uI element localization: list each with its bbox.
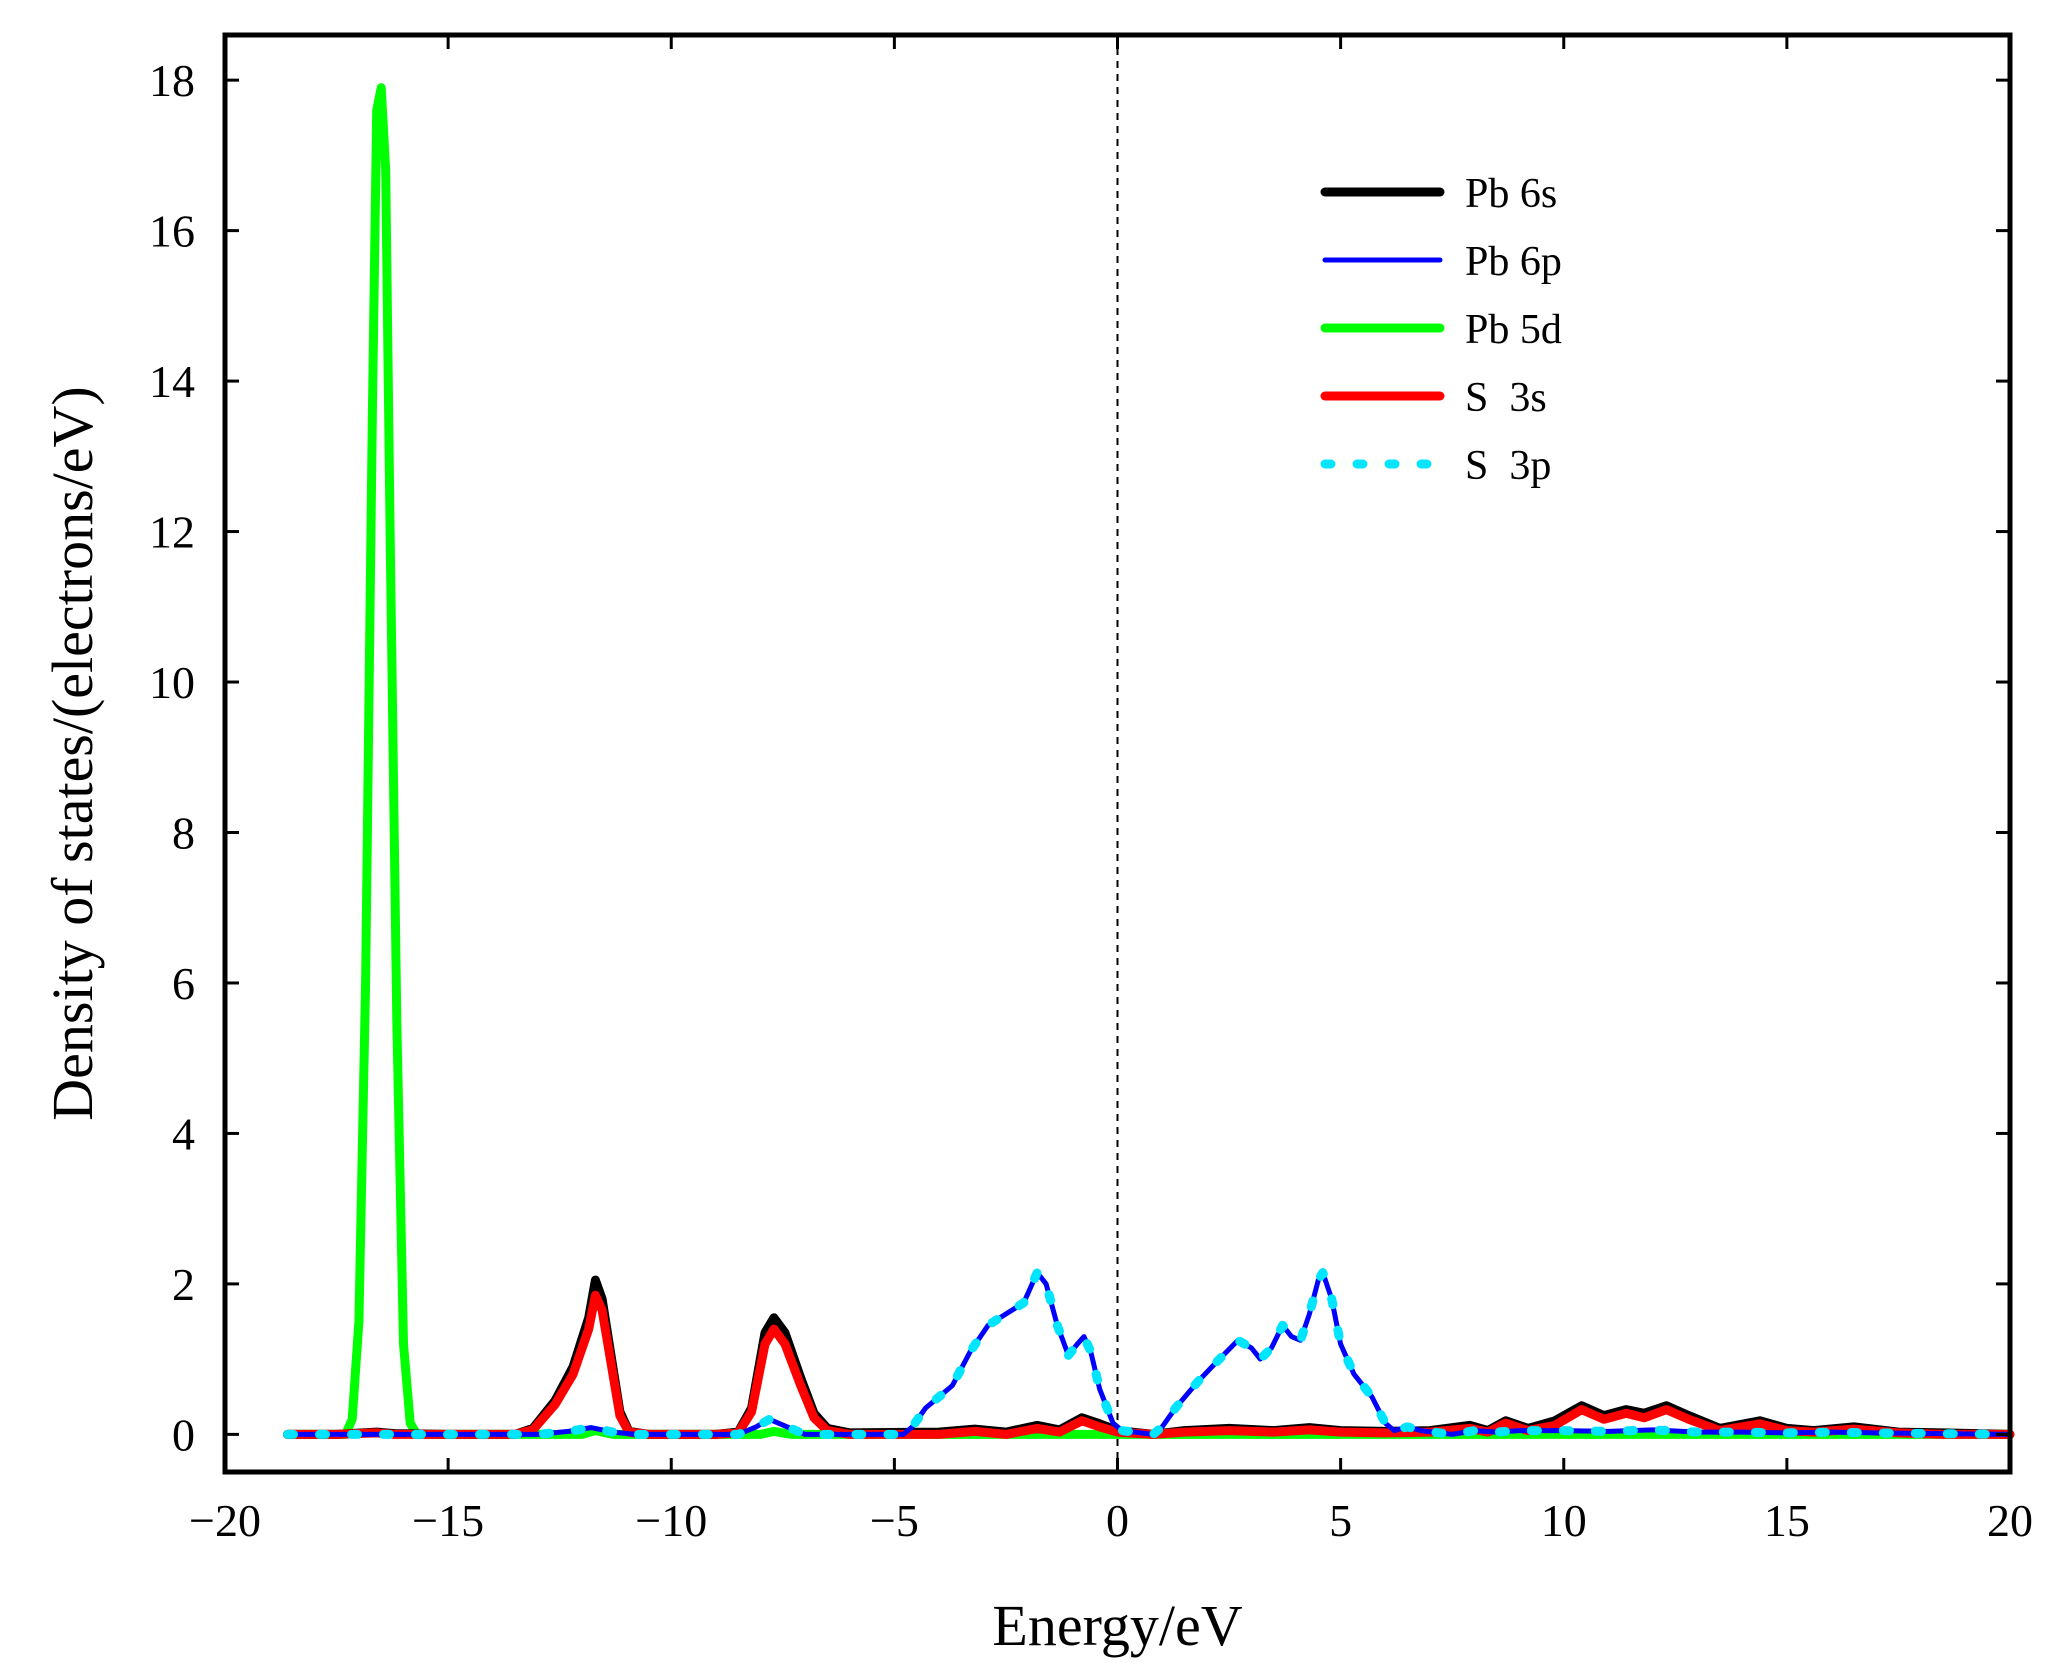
x-tick-label: 5 xyxy=(1329,1495,1352,1546)
legend-label-s-3s: S 3s xyxy=(1465,375,1547,421)
y-tick-label: 18 xyxy=(149,55,195,106)
x-axis-title: Energy/eV xyxy=(992,1593,1242,1658)
legend-label-pb-6p: Pb 6p xyxy=(1465,239,1562,285)
series-line-s-3s xyxy=(283,1290,2015,1439)
x-tick-label: 20 xyxy=(1987,1495,2033,1546)
x-tick-label: 15 xyxy=(1764,1495,1810,1546)
x-tick-label: 10 xyxy=(1541,1495,1587,1546)
x-tick-label: −10 xyxy=(635,1495,707,1546)
y-axis-title: Density of states/(electrons/eV) xyxy=(40,386,105,1120)
y-tick-label: 8 xyxy=(172,807,195,858)
x-tick-label: −15 xyxy=(412,1495,484,1546)
y-tick-label: 6 xyxy=(172,958,195,1009)
y-tick-label: 14 xyxy=(149,356,195,407)
x-tick-label: −20 xyxy=(189,1495,261,1546)
legend-label-pb-5d: Pb 5d xyxy=(1465,307,1562,353)
y-tick-label: 4 xyxy=(172,1108,195,1159)
y-tick-label: 16 xyxy=(149,206,195,257)
x-tick-label: −5 xyxy=(870,1495,919,1546)
y-tick-labels: 0 2 4 6 8 10 12 14 16 18 xyxy=(149,55,195,1460)
y-tick-label: 2 xyxy=(172,1259,195,1310)
y-tick-label: 0 xyxy=(172,1409,195,1460)
legend-label-pb-6s: Pb 6s xyxy=(1465,171,1557,217)
x-tick-labels: −20 −15 −10 −5 0 5 10 15 20 xyxy=(189,1495,2033,1546)
series-line-pb-5d xyxy=(283,83,2015,1439)
legend: Pb 6s Pb 6p Pb 5d S 3s S 3p xyxy=(1320,171,1562,489)
x-tick-label: 0 xyxy=(1106,1495,1129,1546)
series-line-s-3p xyxy=(283,1268,2015,1439)
axis-ticks xyxy=(223,35,2012,1472)
y-tick-label: 10 xyxy=(149,657,195,708)
series-layer xyxy=(283,83,2015,1439)
y-tick-label: 12 xyxy=(149,507,195,558)
legend-label-s-3p: S 3p xyxy=(1465,443,1551,489)
